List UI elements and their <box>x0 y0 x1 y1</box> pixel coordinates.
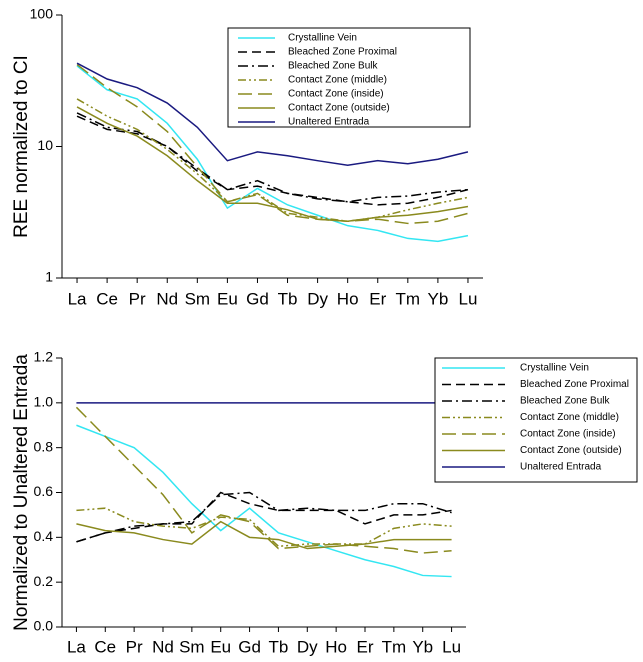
series-line <box>76 98 469 223</box>
x-tick-label: Tm <box>382 637 407 656</box>
y-tick-label: 0.4 <box>34 528 54 544</box>
series-line <box>76 491 452 543</box>
x-tick-label: Sm <box>179 637 205 656</box>
x-tick-label: Gd <box>238 637 261 656</box>
plot-frame <box>62 358 466 627</box>
x-tick-label: Tb <box>269 637 289 656</box>
series-line <box>76 491 452 543</box>
x-tick-label: Dy <box>307 289 328 308</box>
x-tick-label: Sm <box>185 289 211 308</box>
x-tick-label: Pr <box>126 637 143 656</box>
y-tick-label: 100 <box>30 6 54 22</box>
series-line <box>76 63 469 225</box>
series-line <box>76 507 452 548</box>
x-tick-label: Nd <box>156 289 178 308</box>
y-tick-label: 0.8 <box>34 438 54 454</box>
x-tick-label: Er <box>369 289 386 308</box>
y-tick-label: 0.6 <box>34 483 54 499</box>
legend-label: Bleached Zone Proximal <box>520 379 629 390</box>
series-line <box>76 62 469 167</box>
y-tick-label: 1.2 <box>34 349 54 365</box>
legend-label: Contact Zone (outside) <box>288 103 390 114</box>
x-tick-label: Yb <box>412 637 433 656</box>
series-line <box>76 520 452 550</box>
legend-label: Crystalline Vein <box>288 33 357 44</box>
x-tick-label: Lu <box>442 637 461 656</box>
series-line <box>76 115 469 206</box>
series-line <box>75 406 452 554</box>
legend-label: Unaltered Entrada <box>288 117 370 128</box>
series-line <box>76 112 469 203</box>
y-tick-label: 10 <box>37 137 53 153</box>
x-tick-label: Eu <box>210 637 231 656</box>
x-tick-label: Ce <box>96 289 118 308</box>
y-tick-label: 1.0 <box>34 394 54 410</box>
x-tick-label: Ho <box>337 289 359 308</box>
y-axis-label: REE normalized to CI <box>11 55 32 238</box>
x-tick-label: Ho <box>325 637 347 656</box>
x-tick-label: Dy <box>297 637 318 656</box>
series-line <box>76 424 452 578</box>
x-tick-label: Lu <box>459 289 478 308</box>
x-tick-label: Tb <box>278 289 298 308</box>
legend-label: Contact Zone (inside) <box>520 429 616 440</box>
legend-label: Bleached Zone Bulk <box>520 396 611 407</box>
x-tick-label: Gd <box>246 289 269 308</box>
legend-label: Crystalline Vein <box>520 363 589 374</box>
legend-label: Bleached Zone Bulk <box>288 61 379 72</box>
y-tick-label: 1 <box>45 269 53 285</box>
x-tick-label: La <box>67 637 86 656</box>
y-axis-label: Normalized to Unaltered Entrada <box>11 354 32 631</box>
legend-label: Unaltered Entrada <box>520 462 602 473</box>
series-line <box>76 106 469 223</box>
x-tick-label: Ce <box>94 637 116 656</box>
legend-label: Contact Zone (middle) <box>288 75 387 86</box>
x-tick-label: Nd <box>152 637 174 656</box>
legend-label: Contact Zone (inside) <box>288 89 384 100</box>
x-tick-label: Er <box>357 637 374 656</box>
legend-label: Contact Zone (middle) <box>520 412 619 423</box>
y-tick-label: 0.2 <box>34 573 54 589</box>
x-tick-label: Pr <box>129 289 146 308</box>
y-tick-label: 0.0 <box>34 618 54 634</box>
series-line <box>76 65 469 243</box>
x-tick-label: Yb <box>427 289 448 308</box>
legend-box <box>434 357 638 483</box>
legend-label: Bleached Zone Proximal <box>288 47 397 58</box>
legend-label: Contact Zone (outside) <box>520 445 622 456</box>
x-tick-label: Eu <box>217 289 238 308</box>
x-tick-label: Tm <box>396 289 421 308</box>
legend-box <box>227 27 471 128</box>
x-tick-label: La <box>68 289 87 308</box>
